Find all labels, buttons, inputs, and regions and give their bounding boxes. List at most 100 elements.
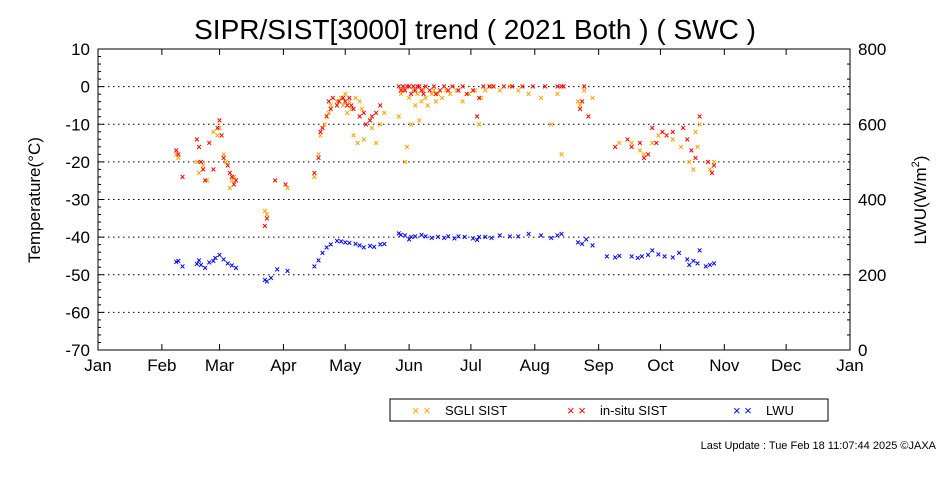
- data-point-insitu: ×: [411, 82, 416, 92]
- data-point-insitu: ×: [415, 82, 420, 92]
- data-point-insitu: ×: [421, 89, 426, 99]
- data-point-insitu: ×: [670, 127, 675, 137]
- legend-symbol-sgli: × ×: [412, 403, 431, 418]
- x-tick-labels: Jan Feb Mar Apr May Jun Jul Aug Sep Oct Nov Dec Jan: [84, 356, 863, 375]
- data-point-insitu: ×: [501, 82, 506, 92]
- data-point-sgli: ×: [650, 138, 655, 148]
- data-point-insitu: ×: [559, 82, 564, 92]
- y-tick-label: -60: [65, 303, 90, 322]
- data-point-insitu: ×: [400, 82, 405, 92]
- data-point-insitu: ×: [530, 82, 535, 92]
- data-point-sgli: ×: [417, 115, 422, 125]
- data-point-insitu: ×: [361, 108, 366, 118]
- data-point-sgli: ×: [341, 100, 346, 110]
- data-point-lwu: ×: [559, 229, 564, 239]
- y2-tick-label: 200: [858, 266, 886, 285]
- data-point-insitu: ×: [402, 85, 407, 95]
- data-point-insitu: ×: [343, 97, 348, 107]
- data-point-insitu: ×: [433, 89, 438, 99]
- data-point-sgli: ×: [617, 138, 622, 148]
- data-point-sgli: ×: [413, 100, 418, 110]
- data-point-sgli: ×: [590, 93, 595, 103]
- data-point-sgli: ×: [227, 183, 232, 193]
- data-point-lwu: ×: [452, 234, 457, 244]
- data-point-insitu: ×: [481, 82, 486, 92]
- data-point-sgli: ×: [353, 93, 358, 103]
- data-point-insitu: ×: [612, 142, 617, 152]
- data-point-sgli: ×: [693, 127, 698, 137]
- data-point-sgli: ×: [697, 119, 702, 129]
- y2-tick-label: 400: [858, 191, 886, 210]
- data-point-sgli: ×: [382, 108, 387, 118]
- data-point-insitu: ×: [357, 112, 362, 122]
- data-point-insitu: ×: [312, 168, 317, 178]
- data-point-sgli: ×: [656, 131, 661, 141]
- legend-label-sgli: SGLI SIST: [445, 403, 507, 418]
- data-point-insitu: ×: [689, 146, 694, 156]
- y-tick-labels: 10 0 -10 -20 -30 -40 -50 -60 -70: [65, 40, 90, 360]
- data-point-lwu: ×: [687, 260, 692, 270]
- data-point-sgli: ×: [359, 104, 364, 114]
- data-point-insitu: ×: [326, 97, 331, 107]
- data-point-sgli: ×: [262, 206, 267, 216]
- data-point-sgli: ×: [516, 85, 521, 95]
- data-point-lwu: ×: [462, 232, 467, 242]
- data-point-insitu: ×: [200, 164, 205, 174]
- data-point-insitu: ×: [561, 82, 566, 92]
- data-point-lwu: ×: [497, 231, 502, 241]
- y-tick-label: -70: [65, 341, 90, 360]
- data-point-sgli: ×: [559, 149, 564, 159]
- data-point-insitu: ×: [198, 157, 203, 167]
- data-point-insitu: ×: [351, 104, 356, 114]
- data-point-sgli: ×: [477, 119, 482, 129]
- data-point-sgli: ×: [343, 89, 348, 99]
- chart-title: SIPR/SIST[3000] trend ( 2021 Both ) ( SW…: [194, 14, 756, 45]
- data-point-lwu: ×: [203, 263, 208, 273]
- data-point-insitu: ×: [650, 123, 655, 133]
- legend-box: [389, 398, 829, 422]
- data-point-insitu: ×: [328, 104, 333, 114]
- data-point-insitu: ×: [697, 112, 702, 122]
- data-point-lwu: ×: [590, 240, 595, 250]
- x-tick-label: Apr: [270, 356, 297, 375]
- data-point-sgli: ×: [402, 157, 407, 167]
- data-point-sgli: ×: [454, 85, 459, 95]
- data-point-insitu: ×: [349, 100, 354, 110]
- data-point-insitu: ×: [685, 134, 690, 144]
- legend-symbol-insitu: × ×: [567, 403, 586, 418]
- data-point-sgli: ×: [421, 85, 426, 95]
- data-point-insitu: ×: [580, 97, 585, 107]
- data-point-lwu: ×: [441, 233, 446, 243]
- data-point-insitu: ×: [194, 134, 199, 144]
- data-point-lwu: ×: [456, 231, 461, 241]
- data-point-insitu: ×: [437, 85, 442, 95]
- data-points: ×× ××××××××××××××××××××× ×××××××××××××××××…: [174, 82, 717, 287]
- data-point-insitu: ×: [705, 157, 710, 167]
- legend-symbol-lwu: × ×: [733, 403, 752, 418]
- data-point-lwu: ×: [176, 256, 181, 266]
- data-point-insitu: ×: [509, 82, 514, 92]
- data-point-insitu: ×: [477, 93, 482, 103]
- data-point-sgli: ×: [264, 210, 269, 220]
- data-point-lwu: ×: [695, 258, 700, 268]
- data-point-sgli: ×: [205, 176, 210, 186]
- data-point-sgli: ×: [425, 100, 430, 110]
- data-point-lwu: ×: [396, 228, 401, 238]
- data-point-lwu: ×: [483, 232, 488, 242]
- data-point-sgli: ×: [707, 164, 712, 174]
- data-point-lwu: ×: [371, 242, 376, 252]
- data-point-sgli: ×: [396, 112, 401, 122]
- data-point-sgli: ×: [577, 100, 582, 110]
- data-point-lwu: ×: [264, 277, 269, 287]
- x-tick-label: Nov: [709, 356, 740, 375]
- data-point-insitu: ×: [318, 127, 323, 137]
- axis-ticks: [97, 48, 851, 351]
- x-tick-label: Jan: [836, 356, 863, 375]
- data-point-sgli: ×: [231, 172, 236, 182]
- data-point-sgli: ×: [345, 108, 350, 118]
- data-point-lwu: ×: [703, 261, 708, 271]
- y2-axis-label: LWU(W/m2): [910, 156, 930, 245]
- data-point-sgli: ×: [322, 119, 327, 129]
- data-point-insitu: ×: [456, 85, 461, 95]
